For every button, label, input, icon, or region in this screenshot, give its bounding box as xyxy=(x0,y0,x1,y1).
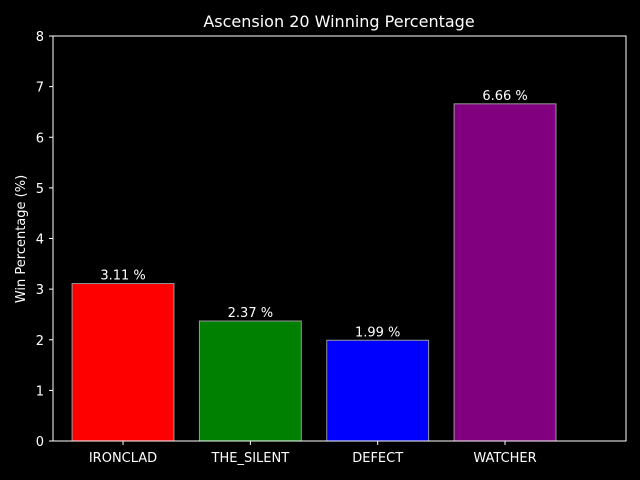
x-tick-label-the_silent: THE_SILENT xyxy=(211,451,290,466)
data-label-the_silent: 2.37 % xyxy=(228,306,273,321)
bar-the_silent xyxy=(198,320,302,442)
y-axis-label: Win Percentage (%) xyxy=(14,175,29,303)
y-tick-label: 4 xyxy=(36,233,44,248)
bar-ironclad xyxy=(71,283,175,442)
y-tick-label: 5 xyxy=(36,182,44,197)
y-tick-label: 1 xyxy=(36,384,44,399)
x-tick-label-defect: DEFECT xyxy=(352,451,403,466)
plot-area: 3.11 % IRONCLAD 2.37 % THE_SILENT 1.99 % DEFE… xyxy=(36,30,627,466)
data-label-defect: 1.99 % xyxy=(355,325,400,340)
chart-title: Ascension 20 Winning Percentage xyxy=(203,12,474,31)
data-label-watcher: 6.66 % xyxy=(482,89,527,104)
bar-watcher xyxy=(453,103,557,442)
x-tick-label-ironclad: IRONCLAD xyxy=(89,451,157,466)
y-tick-label: 0 xyxy=(36,435,44,450)
bar-defect xyxy=(326,339,430,442)
plot-frame xyxy=(52,35,627,442)
y-tick-label: 2 xyxy=(36,334,44,349)
y-tick-label: 8 xyxy=(36,30,44,45)
data-label-ironclad: 3.11 % xyxy=(100,269,145,284)
y-tick-label: 6 xyxy=(36,131,44,146)
x-tick-label-watcher: WATCHER xyxy=(473,451,536,466)
y-tick-label: 3 xyxy=(36,283,44,298)
y-tick-label: 7 xyxy=(36,81,44,96)
